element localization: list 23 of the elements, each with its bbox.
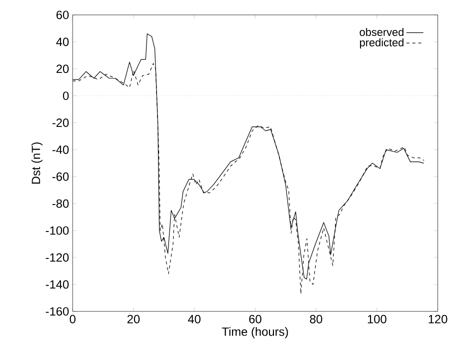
y-tick-label: -120	[46, 253, 69, 262]
y-tick-label: -20	[52, 118, 69, 127]
x-axis-title: Time (hours)	[222, 327, 288, 338]
y-tick-label: -60	[52, 172, 69, 181]
x-tick-label: 100	[368, 314, 386, 324]
x-tick-label: 0	[70, 314, 76, 324]
y-tick-label: 0	[62, 91, 69, 100]
x-tick-label: 20	[127, 314, 140, 324]
y-axis-title: Dst (nT)	[31, 142, 42, 184]
y-tick-label: -140	[46, 280, 69, 289]
y-tick-label: -100	[46, 226, 69, 235]
y-tick-label: -40	[52, 145, 69, 154]
x-tick-label: 60	[249, 314, 262, 324]
x-tick-label: 40	[188, 314, 201, 324]
y-tick-label: -160	[46, 307, 69, 316]
x-tick-label: 120	[428, 314, 448, 324]
y-tick-label: -80	[52, 199, 69, 208]
legend-label: observed	[360, 28, 404, 36]
y-tick-label: 60	[56, 10, 69, 20]
y-tick-label: 40	[56, 38, 69, 46]
legend-label: predicted	[360, 38, 404, 48]
x-tick-label: 80	[310, 314, 322, 324]
y-tick-label: 20	[56, 64, 69, 73]
